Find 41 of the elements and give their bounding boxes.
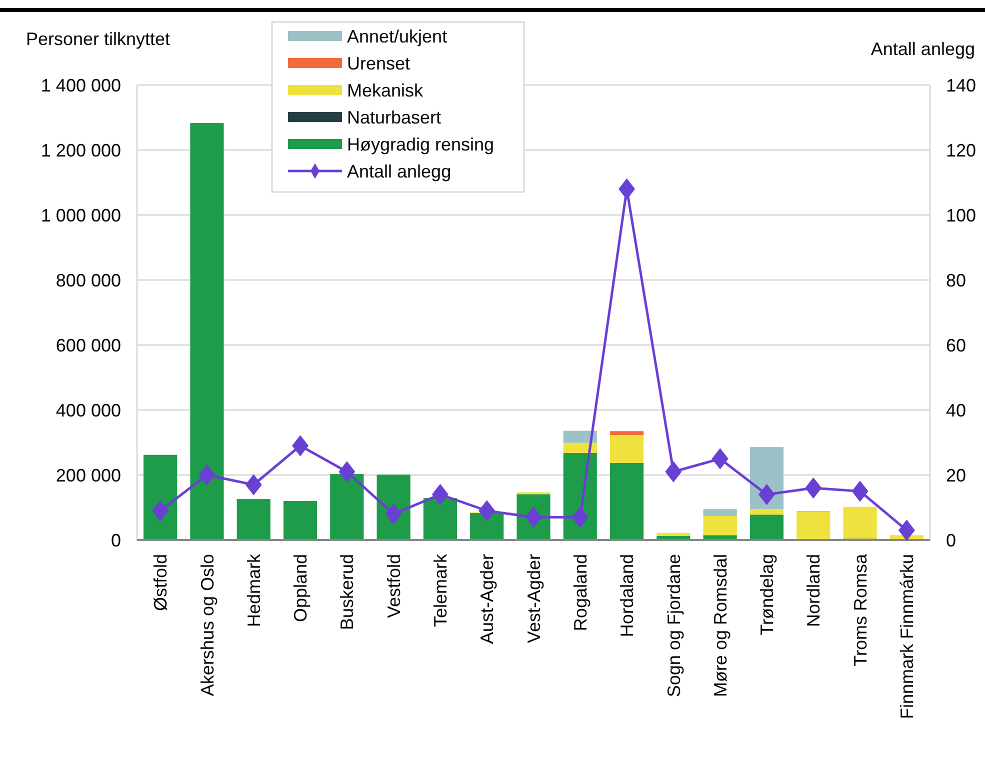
y2-tick-label: 100 (946, 205, 976, 226)
x-tick-label: Vestfold (384, 554, 404, 618)
x-tick-label: Aust-Agder (477, 554, 498, 644)
x-tick-label: Buskerud (337, 554, 358, 630)
legend-label: Annet/ukjent (347, 26, 448, 46)
y2-tick-label: 140 (946, 75, 976, 96)
y-tick-label: 0 (110, 530, 121, 550)
legend-label: Urenset (347, 53, 410, 74)
x-tick-label: Finnmark Finnmárku (896, 554, 917, 720)
x-tick-label: Trøndelag (757, 554, 778, 636)
y-tick-label: 200 000 (56, 465, 121, 486)
x-tick-label: Hordaland (617, 554, 638, 638)
x-tick-label: Telemark (430, 553, 451, 628)
y2-tick-label: 80 (946, 270, 966, 290)
y-tick-label: 600 000 (56, 335, 121, 356)
y-tick-label: 400 000 (56, 400, 121, 420)
y-tick-label: 1 200 000 (40, 140, 121, 160)
y2-tick-label: 20 (946, 465, 966, 486)
x-tick-label: Akershus og Oslo (197, 554, 218, 696)
y2-axis-title: Antall anlegg (870, 39, 975, 59)
x-tick-label: Troms Romsa (850, 553, 870, 666)
legend-label: Høygradig rensing (347, 134, 494, 154)
y2-tick-label: 60 (946, 335, 966, 356)
y-tick-label: 800 000 (56, 270, 121, 290)
x-tick-label: Sogn og Fjordane (664, 554, 684, 698)
legend-label: Antall anlegg (347, 161, 452, 182)
y-axis-title: Personer tilknyttet (26, 29, 170, 49)
x-tick-label: Oppland (290, 554, 311, 622)
y-tick-label: 1 000 000 (40, 205, 121, 226)
y2-tick-label: 40 (946, 400, 966, 420)
x-tick-label: Møre og Romsdal (710, 554, 730, 698)
y2-tick-label: 120 (946, 140, 976, 160)
x-tick-label: Rogaland (570, 554, 590, 632)
x-tick-label: Nordland (804, 554, 824, 628)
y2-tick-label: 0 (946, 530, 956, 550)
x-tick-label: Østfold (150, 554, 171, 612)
y-tick-label: 1 400 000 (40, 75, 121, 96)
x-tick-label: Hedmark (244, 553, 264, 628)
legend-label: Naturbasert (347, 107, 442, 128)
x-tick-label: Vest-Agder (524, 554, 544, 644)
legend-label: Mekanisk (347, 80, 424, 100)
